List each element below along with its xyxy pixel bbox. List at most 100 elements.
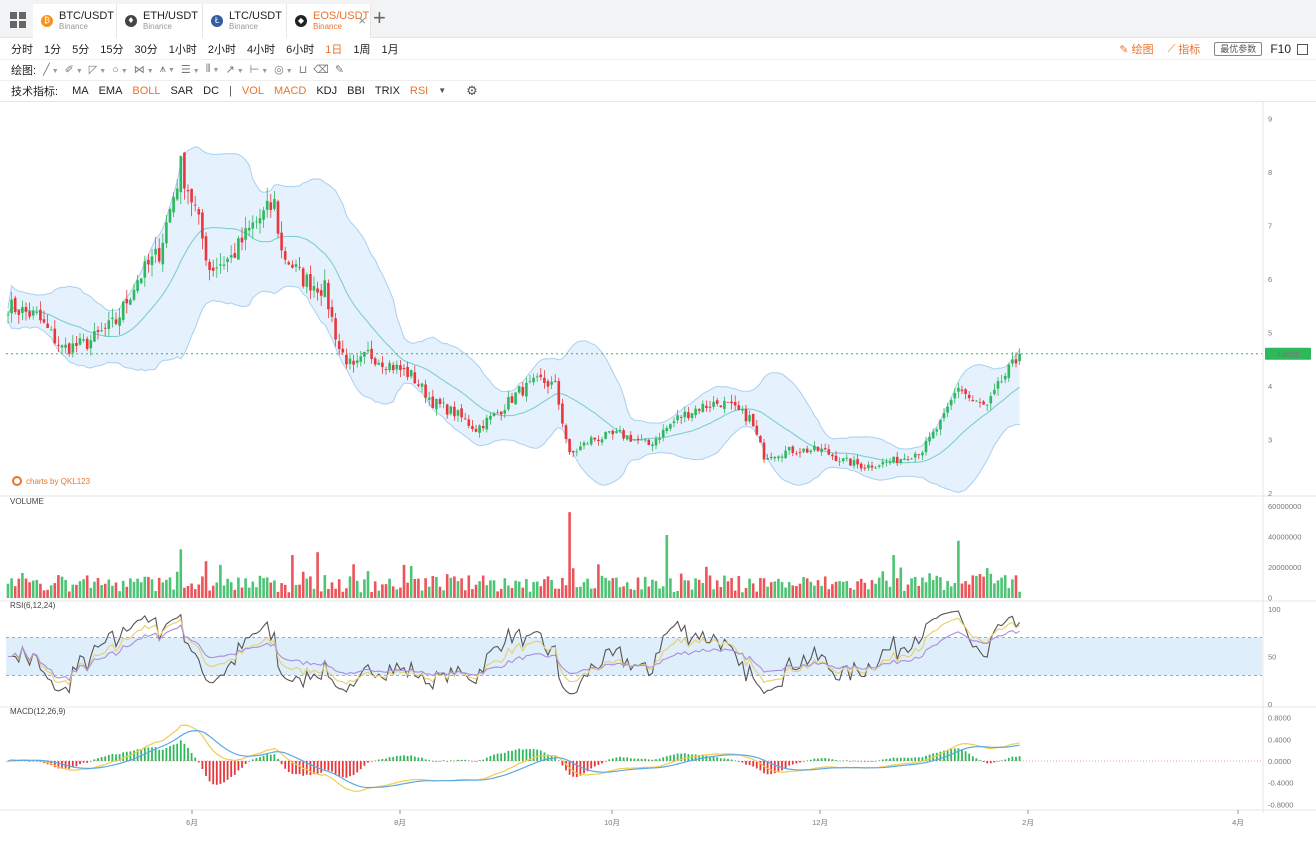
indicator-sar[interactable]: SAR [170,84,194,97]
more-indicators-icon[interactable]: ▼ [438,86,447,95]
f10-button[interactable]: F10 [1270,42,1291,56]
indicator-bbi[interactable]: BBI [347,84,365,97]
macd-histogram-bar [273,754,276,761]
macd-histogram-bar [485,757,488,761]
volume-bar [283,584,287,598]
candle-body [787,446,791,451]
candle-body [125,298,129,304]
macd-histogram-bar [118,754,121,761]
macd-histogram-bar [417,757,420,761]
volume-bar [528,591,532,598]
timeframe-3[interactable]: 15分 [100,43,124,56]
volume-bar [780,581,784,598]
candle-body [561,403,564,424]
candle-body [21,307,24,314]
fullscreen-icon[interactable] [1297,43,1308,55]
channel-tool-icon[interactable]: ⦀ ▼ [205,63,220,75]
polygon-tool-icon[interactable]: ◸ ▼ [88,64,107,76]
volume-bar [755,591,759,598]
add-tab-icon[interactable]: + [373,5,386,30]
volume-bar [834,581,838,598]
trash-icon[interactable]: ⌫ [313,64,329,76]
volume-bar [388,578,391,598]
price-chart[interactable]: 4.6009 2 3 4 5 6 7 8 9 VOLUME 60000000 40000000 2000… [0,101,1316,841]
macd-histogram-bar [813,758,816,761]
candle-body [967,394,971,399]
macd-histogram-bar [791,761,794,765]
macd-histogram-bar [853,760,855,762]
candle-body [996,381,1000,389]
indicator-dc[interactable]: DC [203,84,220,97]
macd-histogram-bar [766,761,769,775]
grid-menu-icon[interactable] [10,12,26,28]
indicator-boll[interactable]: BOLL [132,84,161,97]
timeframe-5[interactable]: 1小时 [168,43,197,56]
macd-histogram-bar [849,761,852,762]
line-tool-icon[interactable]: ╱ ▼ [43,64,59,76]
volume-bar [280,583,283,598]
magnet-tool-icon[interactable]: ⊔ [298,64,308,76]
tab-eos-usdt[interactable]: ◆ EOS/USDT Binance × [287,4,371,38]
brush-tool-icon[interactable]: ✐ ▼ [64,64,83,76]
macd-histogram-bar [475,761,477,762]
eraser-icon[interactable]: ✎ [334,64,345,76]
timeframe-0[interactable]: 分时 [11,43,33,56]
indicator-ema[interactable]: EMA [98,84,123,97]
tab-ltc-usdt[interactable]: Ł LTC/USDT Binance [203,4,287,38]
candle-body [424,384,427,398]
volume-bar [442,590,445,598]
ellipse-tool-icon[interactable]: ○ ▼ [112,63,128,76]
indicator-macd[interactable]: MACD [273,84,307,97]
zigzag-tool-icon[interactable]: ⋈ ▼ [133,64,154,76]
volume-bar [921,577,924,598]
timeframe-6[interactable]: 2小时 [207,43,236,56]
candle-body [525,382,528,397]
tab-eth-usdt[interactable]: ♦ ETH/USDT Binance [117,4,203,38]
volume-bar [13,586,17,598]
volume-bar [28,582,31,598]
volume-bar [510,588,514,598]
close-icon[interactable]: × [358,13,366,28]
macd-histogram-bar [291,761,294,774]
indicator-trix[interactable]: TRIX [374,84,400,97]
candle-body [485,417,489,430]
macd-histogram-bar [997,760,999,762]
timeframe-10[interactable]: 1周 [353,43,371,56]
candle-body [453,406,456,417]
indicator-vol[interactable]: VOL [241,84,264,97]
macd-histogram-bar [392,756,395,761]
volume-bar [211,585,215,598]
gear-icon[interactable]: ⚙ [466,82,478,98]
tab-btc-usdt[interactable]: ₿ BTC/USDT Binance [33,4,117,38]
indicator-rsi[interactable]: RSI [409,84,429,97]
volume-bar [75,584,78,598]
timeframe-1[interactable]: 1分 [44,43,62,56]
optimal-params-button[interactable]: 最优参数 [1214,42,1263,56]
draw-tool-button[interactable]: ✎ 绘图 [1119,41,1153,57]
macd-dea-line [7,729,1020,789]
arrow-tool-icon[interactable]: ↗ ▼ [225,64,244,76]
macd-histogram-bar [611,758,614,761]
indicator-ma[interactable]: MA [72,84,89,97]
volume-bar [46,589,49,598]
candle-body [49,329,53,331]
macd-histogram-bar [500,753,503,761]
macd-histogram-bar [104,756,107,761]
timeframe-2[interactable]: 5分 [72,43,90,56]
timeframe-4[interactable]: 30分 [134,43,158,56]
indicator-kdj[interactable]: KDJ [316,84,338,97]
volume-bar [867,589,870,598]
volume-bar [809,581,813,598]
comment-tool-icon[interactable]: ◎ ▼ [274,64,293,76]
pattern-tool-icon[interactable]: ⩚ ▼ [159,63,175,75]
fib-tool-icon[interactable]: ☰ ▼ [180,64,200,76]
indicator-button[interactable]: ⟋ 指标 [1168,41,1201,57]
volume-bar [996,580,1000,598]
macd-histogram-bar [511,750,513,761]
timeframe-11[interactable]: 1月 [381,43,399,56]
timeframe-8[interactable]: 6小时 [286,43,315,56]
measure-tool-icon[interactable]: ⊢ ▼ [249,64,269,76]
timeframe-7[interactable]: 4小时 [247,43,276,56]
timeframe-9[interactable]: 1日 [325,43,343,56]
tab-symbol: LTC/USDT [229,10,282,22]
